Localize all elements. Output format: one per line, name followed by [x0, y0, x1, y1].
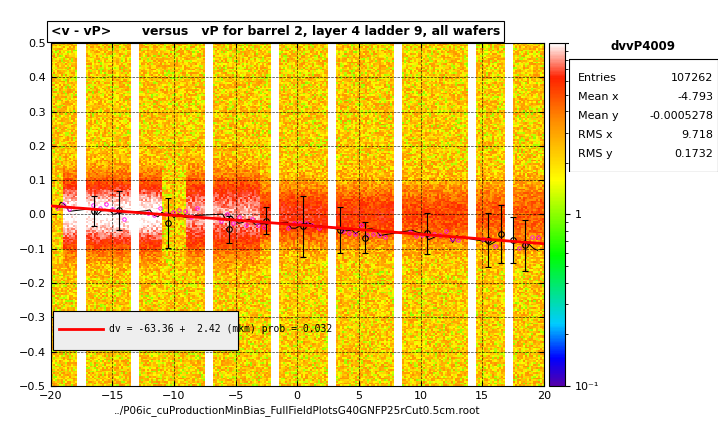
Text: 9.718: 9.718: [682, 130, 713, 140]
Text: Mean x: Mean x: [578, 92, 618, 102]
Text: RMS y: RMS y: [578, 149, 613, 160]
Text: <v - vP>       versus   vP for barrel 2, layer 4 ladder 9, all wafers: <v - vP> versus vP for barrel 2, layer 4…: [51, 25, 500, 38]
Text: dvvP4009: dvvP4009: [611, 40, 676, 53]
X-axis label: ../P06ic_cuProductionMinBias_FullFieldPlotsG40GNFP25rCut0.5cm.root: ../P06ic_cuProductionMinBias_FullFieldPl…: [114, 405, 481, 416]
Text: -4.793: -4.793: [677, 92, 713, 102]
Text: -0.0005278: -0.0005278: [650, 111, 713, 121]
Text: RMS x: RMS x: [578, 130, 613, 140]
Text: dv = -63.36 +  2.42 (mkm) prob = 0.032: dv = -63.36 + 2.42 (mkm) prob = 0.032: [109, 324, 332, 335]
Text: 0.1732: 0.1732: [674, 149, 713, 160]
Text: Entries: Entries: [578, 73, 617, 82]
Bar: [53, 311, 238, 350]
Text: Mean y: Mean y: [578, 111, 618, 121]
Text: 107262: 107262: [671, 73, 713, 82]
Bar: [569, 34, 718, 59]
